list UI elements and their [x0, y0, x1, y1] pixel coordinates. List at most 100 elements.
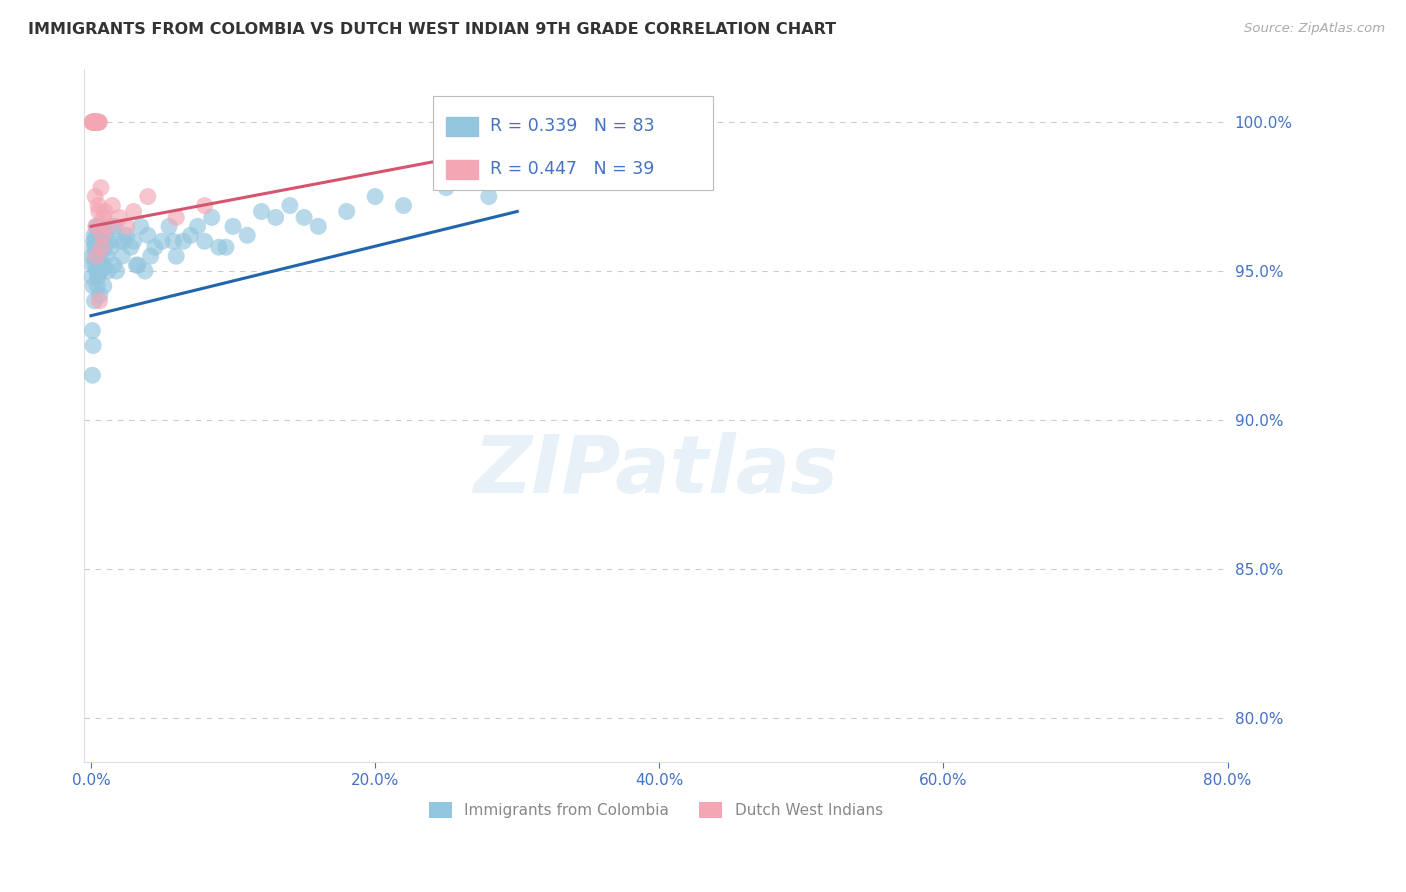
Immigrants from Colombia: [208, 240, 231, 254]
Dutch West Indians: [84, 115, 107, 129]
Immigrants from Colombia: [93, 240, 115, 254]
Immigrants from Colombia: [222, 219, 245, 234]
Immigrants from Colombia: [108, 234, 131, 248]
Immigrants from Colombia: [104, 219, 127, 234]
Immigrants from Colombia: [87, 258, 110, 272]
Dutch West Indians: [83, 115, 105, 129]
Immigrants from Colombia: [364, 189, 387, 203]
Immigrants from Colombia: [82, 338, 104, 352]
Dutch West Indians: [80, 115, 103, 129]
Dutch West Indians: [122, 204, 145, 219]
Immigrants from Colombia: [84, 240, 107, 254]
Immigrants from Colombia: [89, 219, 111, 234]
Dutch West Indians: [87, 204, 110, 219]
Immigrants from Colombia: [127, 258, 149, 272]
Dutch West Indians: [101, 198, 124, 212]
Immigrants from Colombia: [103, 258, 125, 272]
FancyBboxPatch shape: [433, 96, 713, 190]
Immigrants from Colombia: [111, 249, 134, 263]
Immigrants from Colombia: [90, 234, 112, 248]
Immigrants from Colombia: [186, 219, 208, 234]
Immigrants from Colombia: [86, 264, 108, 278]
Immigrants from Colombia: [91, 258, 114, 272]
Immigrants from Colombia: [87, 240, 110, 254]
Immigrants from Colombia: [122, 234, 145, 248]
Immigrants from Colombia: [94, 228, 117, 243]
Immigrants from Colombia: [98, 234, 121, 248]
Immigrants from Colombia: [86, 228, 108, 243]
Immigrants from Colombia: [84, 234, 107, 248]
Dutch West Indians: [82, 115, 104, 129]
Dutch West Indians: [86, 115, 108, 129]
Immigrants from Colombia: [105, 264, 128, 278]
Dutch West Indians: [87, 115, 110, 129]
Immigrants from Colombia: [194, 234, 217, 248]
Immigrants from Colombia: [150, 234, 173, 248]
Immigrants from Colombia: [112, 234, 135, 248]
Dutch West Indians: [83, 115, 105, 129]
Immigrants from Colombia: [292, 211, 315, 225]
Dutch West Indians: [94, 204, 117, 219]
Legend: Immigrants from Colombia, Dutch West Indians: Immigrants from Colombia, Dutch West Ind…: [423, 796, 889, 824]
Dutch West Indians: [83, 115, 105, 129]
Dutch West Indians: [86, 249, 108, 263]
Immigrants from Colombia: [120, 240, 142, 254]
Immigrants from Colombia: [82, 279, 104, 293]
Immigrants from Colombia: [91, 234, 114, 248]
Immigrants from Colombia: [139, 249, 162, 263]
Immigrants from Colombia: [172, 234, 194, 248]
Immigrants from Colombia: [83, 293, 105, 308]
Immigrants from Colombia: [278, 198, 301, 212]
FancyBboxPatch shape: [447, 117, 478, 136]
Dutch West Indians: [90, 240, 112, 254]
Text: R = 0.447   N = 39: R = 0.447 N = 39: [489, 161, 654, 178]
Immigrants from Colombia: [86, 279, 108, 293]
Immigrants from Colombia: [93, 279, 115, 293]
Text: R = 0.339   N = 83: R = 0.339 N = 83: [489, 117, 655, 136]
Immigrants from Colombia: [90, 228, 112, 243]
Immigrants from Colombia: [125, 258, 148, 272]
Immigrants from Colombia: [86, 270, 108, 285]
Dutch West Indians: [115, 219, 138, 234]
Immigrants from Colombia: [83, 234, 105, 248]
Dutch West Indians: [87, 198, 110, 212]
Text: IMMIGRANTS FROM COLOMBIA VS DUTCH WEST INDIAN 9TH GRADE CORRELATION CHART: IMMIGRANTS FROM COLOMBIA VS DUTCH WEST I…: [28, 22, 837, 37]
Immigrants from Colombia: [392, 198, 415, 212]
Immigrants from Colombia: [82, 324, 104, 338]
Dutch West Indians: [82, 115, 104, 129]
Dutch West Indians: [87, 115, 110, 129]
Dutch West Indians: [82, 115, 104, 129]
Immigrants from Colombia: [83, 240, 105, 254]
Immigrants from Colombia: [134, 264, 156, 278]
Immigrants from Colombia: [83, 228, 105, 243]
Dutch West Indians: [90, 180, 112, 194]
Dutch West Indians: [84, 115, 107, 129]
Immigrants from Colombia: [97, 264, 120, 278]
Immigrants from Colombia: [307, 219, 329, 234]
Immigrants from Colombia: [90, 240, 112, 254]
Dutch West Indians: [136, 189, 159, 203]
Immigrants from Colombia: [89, 264, 111, 278]
Immigrants from Colombia: [201, 211, 224, 225]
Immigrants from Colombia: [86, 219, 108, 234]
Dutch West Indians: [86, 115, 108, 129]
Immigrants from Colombia: [96, 249, 118, 263]
Dutch West Indians: [91, 228, 114, 243]
Dutch West Indians: [194, 198, 217, 212]
Dutch West Indians: [89, 293, 111, 308]
Immigrants from Colombia: [89, 288, 111, 302]
Immigrants from Colombia: [162, 234, 184, 248]
Dutch West Indians: [86, 115, 108, 129]
Immigrants from Colombia: [100, 240, 122, 254]
Immigrants from Colombia: [87, 249, 110, 263]
Dutch West Indians: [506, 115, 529, 129]
Dutch West Indians: [84, 219, 107, 234]
Immigrants from Colombia: [129, 219, 152, 234]
Immigrants from Colombia: [91, 219, 114, 234]
Immigrants from Colombia: [264, 211, 287, 225]
Immigrants from Colombia: [80, 270, 103, 285]
Dutch West Indians: [84, 189, 107, 203]
Dutch West Indians: [93, 211, 115, 225]
Immigrants from Colombia: [165, 249, 187, 263]
Text: ZIPatlas: ZIPatlas: [474, 432, 838, 510]
